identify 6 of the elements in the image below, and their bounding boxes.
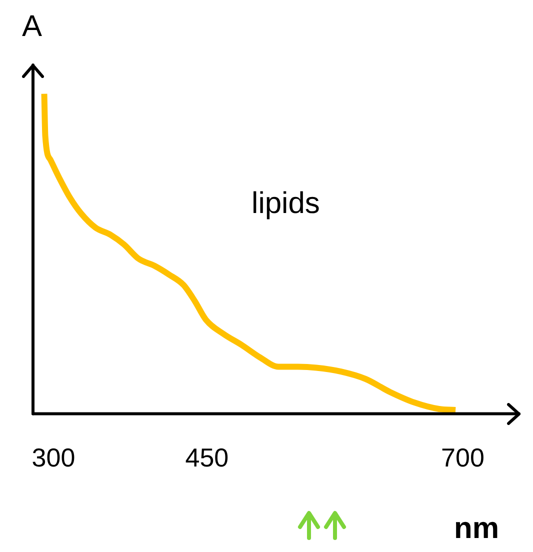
x-axis-title: nm — [454, 512, 499, 546]
y-axis-title: A — [22, 10, 42, 44]
x-tick-label: 300 — [32, 442, 76, 473]
text: lipids — [252, 186, 320, 220]
x-tick-label: 450 — [185, 442, 229, 473]
x-tick-label: 700 — [441, 442, 484, 473]
